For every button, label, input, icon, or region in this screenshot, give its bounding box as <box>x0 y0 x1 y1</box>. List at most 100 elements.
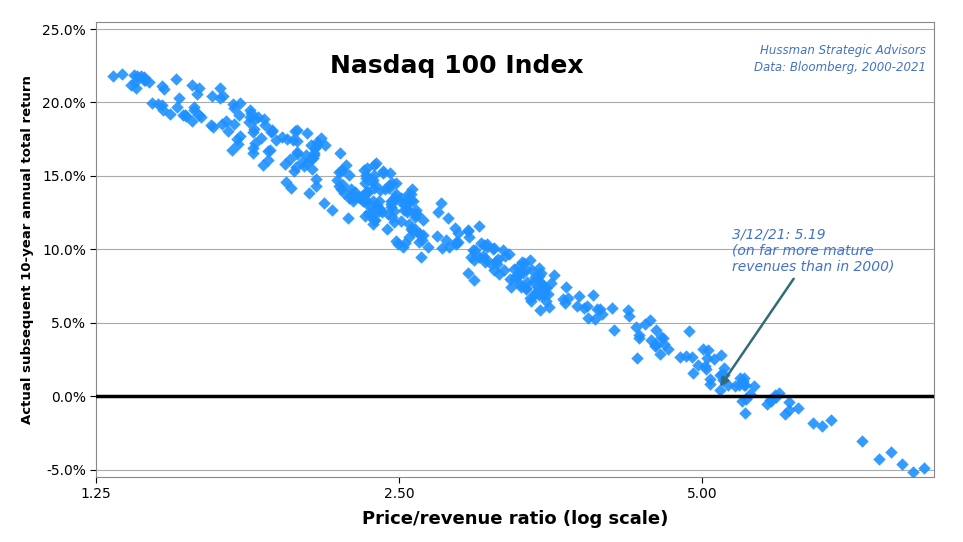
Point <box>295 158 310 166</box>
Point <box>607 326 622 334</box>
Point <box>279 135 295 144</box>
Point <box>415 230 430 239</box>
Point <box>225 100 241 108</box>
Point <box>581 314 596 322</box>
Point <box>587 315 603 324</box>
Point <box>534 268 549 277</box>
Point <box>317 199 332 208</box>
Point <box>518 284 534 293</box>
Point <box>261 156 276 164</box>
Point <box>883 448 898 457</box>
Point <box>253 134 269 143</box>
Point <box>393 193 408 202</box>
Point <box>648 340 664 349</box>
Point <box>224 146 240 154</box>
Point <box>479 242 494 251</box>
Point <box>579 301 594 310</box>
Point <box>360 188 376 196</box>
Point <box>872 455 887 464</box>
Point <box>381 180 397 189</box>
Point <box>518 284 534 293</box>
Point <box>232 111 247 119</box>
Point <box>679 351 694 360</box>
Point <box>712 386 727 395</box>
Point <box>344 185 359 193</box>
Point <box>502 249 517 258</box>
Point <box>514 258 530 267</box>
Point <box>451 238 466 247</box>
Point <box>213 94 228 102</box>
Point <box>340 214 355 222</box>
Point <box>700 345 716 354</box>
Point <box>589 305 605 313</box>
Point <box>737 409 752 417</box>
Point <box>448 238 463 247</box>
Point <box>515 268 531 277</box>
Point <box>403 190 419 198</box>
Point <box>466 246 482 255</box>
Point <box>339 160 354 169</box>
Point <box>569 302 585 311</box>
Point <box>304 165 320 173</box>
Point <box>632 334 647 343</box>
Point <box>287 126 302 135</box>
Point <box>534 287 549 295</box>
Point <box>325 206 340 215</box>
Point <box>229 134 245 143</box>
Point <box>313 134 328 143</box>
Point <box>287 167 302 176</box>
Text: Nasdaq 100 Index: Nasdaq 100 Index <box>329 54 584 78</box>
Point <box>246 144 261 153</box>
Point <box>370 201 385 209</box>
Point <box>386 207 402 216</box>
Point <box>638 319 653 328</box>
Point <box>629 353 644 362</box>
Point <box>150 99 166 108</box>
Point <box>383 197 399 206</box>
Point <box>178 112 194 120</box>
Point <box>529 287 544 296</box>
Point <box>263 127 278 136</box>
Point <box>402 220 417 228</box>
Point <box>185 117 200 126</box>
Point <box>403 196 419 204</box>
Point <box>475 251 490 260</box>
Point <box>522 255 537 264</box>
Point <box>534 285 550 294</box>
Point <box>509 270 525 279</box>
Point <box>177 111 193 120</box>
Point <box>288 163 303 171</box>
Point <box>594 309 610 318</box>
Point <box>495 246 510 254</box>
Point <box>409 210 425 219</box>
Point <box>558 299 573 308</box>
Point <box>768 393 784 402</box>
Point <box>715 369 730 378</box>
Point <box>731 380 746 389</box>
Point <box>768 391 783 399</box>
Point <box>361 211 377 220</box>
Point <box>449 240 464 248</box>
Point <box>384 212 400 221</box>
Point <box>532 264 547 273</box>
Point <box>714 350 729 359</box>
Point <box>791 403 806 412</box>
Point <box>391 240 406 248</box>
Point <box>571 292 586 301</box>
Point <box>133 72 148 80</box>
Point <box>661 345 676 353</box>
Point <box>771 389 787 397</box>
Point <box>408 206 424 215</box>
Point <box>226 120 242 128</box>
Point <box>460 226 476 235</box>
Point <box>366 216 381 225</box>
Point <box>307 144 323 153</box>
Point <box>540 289 556 298</box>
Point <box>759 400 774 409</box>
Point <box>434 244 450 253</box>
Point <box>175 110 191 119</box>
Point <box>736 373 751 382</box>
Point <box>334 165 350 174</box>
Point <box>310 138 325 147</box>
Point <box>486 243 502 252</box>
